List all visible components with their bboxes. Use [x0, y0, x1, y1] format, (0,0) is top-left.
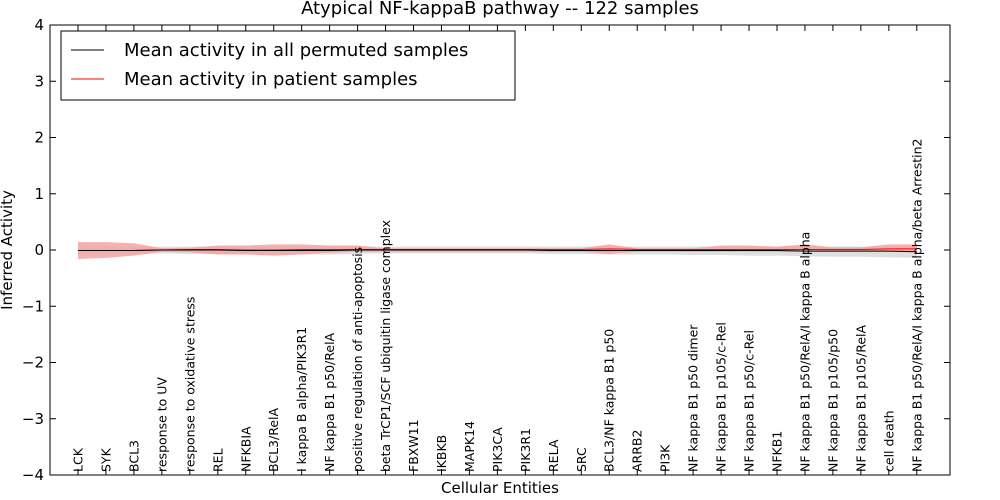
x-category-label: RELA: [546, 439, 561, 472]
x-category-label: BCL3/NF kappa B1 p50: [602, 329, 617, 472]
x-category-label: PI3K: [658, 444, 673, 472]
x-category-label: PIK3R1: [518, 428, 533, 472]
x-category-label: positive regulation of anti-apoptosis: [350, 247, 365, 472]
legend: Mean activity in all permuted samples Me…: [60, 30, 516, 101]
x-category-label: BCL3/RelA: [266, 408, 281, 472]
x-category-label: MAPK14: [462, 421, 477, 472]
y-tick-label: 0: [34, 241, 44, 259]
x-category-label: NF kappa B1 p50/c-Rel: [742, 330, 757, 472]
x-axis: LCK SYK BCL3 response to UV response to oxid…: [71, 25, 924, 475]
x-category-label: beta TrCP1/SCF ubiquitin ligase complex: [378, 220, 393, 472]
series-lines: [78, 248, 917, 253]
x-category-label: response to oxidative stress: [182, 297, 197, 472]
y-tick-label: −1: [22, 297, 44, 315]
legend-label-patient: Mean activity in patient samples: [124, 69, 418, 90]
x-category-label: NF kappa B1 p50/RelA/I kappa B alpha: [798, 232, 813, 472]
y-tick-label: −2: [22, 354, 44, 372]
x-category-label: ARRB2: [630, 430, 645, 472]
x-category-label: IKBKB: [434, 435, 449, 472]
x-category-label: REL: [210, 448, 225, 472]
y-axis: −4 −3 −2 −1 0 1 2 3 4: [22, 16, 950, 484]
y-tick-label: 4: [34, 16, 44, 34]
x-category-label: NF kappa B1 p50/RelA: [322, 332, 337, 472]
chart-title: Atypical NF-kappaB pathway -- 122 sample…: [301, 0, 699, 19]
x-category-label: cell death: [881, 410, 896, 472]
y-tick-label: −4: [22, 466, 44, 484]
x-category-label: FBXW11: [406, 419, 421, 472]
band-series-1: [78, 242, 917, 259]
x-category-label: SYK: [99, 447, 114, 472]
x-category-label: NFKBIA: [238, 426, 253, 472]
x-axis-label: Cellular Entities: [441, 479, 559, 497]
y-tick-label: −3: [22, 410, 44, 428]
y-tick-label: 2: [34, 129, 44, 147]
y-tick-label: 1: [34, 185, 44, 203]
x-category-label: PIK3CA: [490, 427, 505, 472]
x-category-label: NF kappa B1 p105/RelA: [853, 325, 868, 472]
x-category-label: response to UV: [154, 377, 169, 472]
x-category-label: BCL3: [126, 440, 141, 472]
x-category-label: NF kappa B1 p105/c-Rel: [714, 322, 729, 472]
x-category-label: NF kappa B1 p50/RelA/I kappa B alpha/bet…: [909, 139, 924, 473]
line-series-0: [78, 249, 917, 253]
y-axis-label: Inferred Activity: [0, 190, 16, 310]
x-category-label: NFKB1: [770, 431, 785, 472]
legend-label-permuted: Mean activity in all permuted samples: [124, 40, 468, 61]
x-category-label: NF kappa B1 p105/p50: [825, 329, 840, 472]
y-tick-label: 3: [34, 72, 44, 90]
x-category-label: I kappa B alpha/PIK3R1: [294, 327, 309, 472]
x-category-label: LCK: [71, 447, 86, 472]
x-category-label: SRC: [574, 447, 589, 472]
x-category-label: NF kappa B1 p50 dimer: [686, 324, 701, 472]
line-series-1: [78, 248, 917, 252]
legend-box: [60, 30, 516, 101]
